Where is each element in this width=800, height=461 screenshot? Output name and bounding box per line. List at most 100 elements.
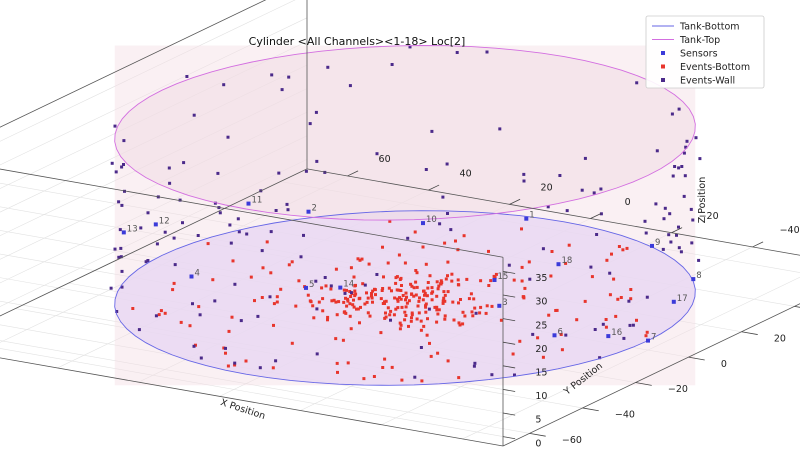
- sensor-point: [121, 230, 126, 235]
- z-tick-label: 5: [535, 415, 541, 426]
- event-bottom-point: [272, 302, 276, 306]
- event-bottom-point: [612, 277, 616, 281]
- event-bottom-point: [233, 363, 237, 367]
- event-bottom-point: [452, 318, 456, 322]
- event-bottom-point: [326, 315, 330, 319]
- event-bottom-point: [171, 288, 175, 292]
- event-bottom-point: [426, 317, 429, 321]
- event-wall-point: [592, 191, 596, 195]
- event-wall-point: [172, 236, 176, 240]
- event-bottom-point: [471, 314, 475, 318]
- event-bottom-point: [306, 293, 310, 297]
- event-bottom-point: [272, 323, 275, 327]
- event-bottom-point: [407, 299, 411, 303]
- event-wall-point: [236, 217, 240, 221]
- event-bottom-point: [349, 327, 353, 331]
- event-wall-point: [314, 279, 318, 283]
- event-bottom-point: [430, 286, 434, 290]
- x-tick-mark: [671, 227, 683, 234]
- event-bottom-point: [290, 260, 294, 264]
- event-bottom-point: [439, 279, 443, 283]
- event-bottom-point: [227, 329, 231, 333]
- event-bottom-point: [417, 299, 421, 303]
- event-wall-point: [222, 83, 226, 87]
- event-bottom-point: [512, 278, 516, 282]
- event-bottom-point: [629, 297, 633, 301]
- y-tick-mark: [582, 407, 599, 412]
- event-wall-point: [329, 284, 333, 288]
- event-bottom-point: [415, 317, 419, 321]
- events-bottom-series: [131, 219, 649, 383]
- event-bottom-point: [345, 304, 349, 308]
- event-bottom-point: [326, 318, 329, 322]
- event-bottom-point: [499, 318, 503, 322]
- event-wall-point: [308, 122, 312, 126]
- event-bottom-point: [384, 299, 388, 303]
- event-bottom-point: [443, 317, 447, 321]
- event-bottom-point: [428, 341, 431, 345]
- event-bottom-point: [206, 242, 210, 246]
- event-wall-point: [677, 246, 681, 250]
- event-wall-point: [671, 174, 675, 178]
- event-bottom-point: [458, 323, 462, 327]
- z-tick-label: 20: [535, 344, 547, 355]
- event-wall-point: [349, 291, 353, 295]
- x-tick-label: −40: [780, 225, 800, 236]
- event-bottom-point: [418, 296, 421, 300]
- event-wall-point: [260, 249, 264, 253]
- sensor-label: 8: [696, 271, 701, 281]
- event-bottom-point: [443, 314, 447, 318]
- event-wall-point: [438, 222, 442, 226]
- event-bottom-point: [396, 299, 400, 303]
- event-bottom-point: [344, 296, 347, 300]
- event-bottom-point: [403, 261, 407, 265]
- z-tick-mark: [502, 365, 516, 369]
- event-bottom-point: [384, 311, 387, 315]
- event-wall-point: [181, 221, 184, 225]
- event-bottom-point: [450, 272, 454, 276]
- event-bottom-point: [425, 294, 429, 298]
- event-bottom-point: [435, 305, 439, 309]
- event-bottom-point: [456, 278, 460, 282]
- event-wall-point: [269, 230, 273, 234]
- legend-marker-swatch: [661, 51, 665, 55]
- legend-label: Tank-Bottom: [679, 22, 740, 33]
- event-bottom-point: [492, 274, 496, 278]
- event-bottom-point: [269, 271, 273, 275]
- event-bottom-point: [261, 266, 265, 270]
- event-bottom-point: [370, 296, 374, 300]
- y-tick-mark: [688, 356, 705, 361]
- z-tick-mark: [502, 389, 516, 392]
- event-wall-point: [315, 159, 319, 163]
- event-wall-point: [598, 356, 602, 360]
- event-bottom-point: [396, 306, 400, 310]
- event-wall-point: [698, 157, 702, 161]
- sensor-point: [524, 216, 529, 221]
- event-bottom-point: [279, 287, 283, 291]
- legend-label: Events-Wall: [680, 76, 735, 87]
- event-wall-point: [677, 225, 680, 229]
- event-wall-point: [599, 187, 603, 191]
- event-wall-point: [137, 328, 141, 332]
- legend: Tank-Bottom Tank-Top Sensors Events-Bottom E…: [645, 15, 765, 89]
- event-wall-point: [315, 307, 319, 311]
- event-bottom-point: [317, 300, 321, 304]
- event-bottom-point: [469, 292, 473, 296]
- event-bottom-point: [604, 325, 608, 329]
- event-bottom-point: [336, 370, 339, 374]
- sensor-label: 17: [677, 294, 688, 304]
- event-wall-point: [390, 63, 394, 66]
- sensor-label: 7: [651, 333, 656, 343]
- event-wall-point: [595, 233, 599, 236]
- event-bottom-point: [590, 275, 594, 279]
- event-bottom-point: [604, 318, 608, 321]
- event-bottom-point: [555, 308, 559, 312]
- event-bottom-point: [422, 324, 426, 328]
- event-wall-point: [654, 202, 658, 206]
- event-bottom-point: [619, 296, 623, 299]
- event-bottom-point: [424, 310, 428, 314]
- event-bottom-point: [583, 299, 587, 303]
- event-wall-point: [677, 107, 681, 111]
- event-wall-point: [218, 211, 222, 215]
